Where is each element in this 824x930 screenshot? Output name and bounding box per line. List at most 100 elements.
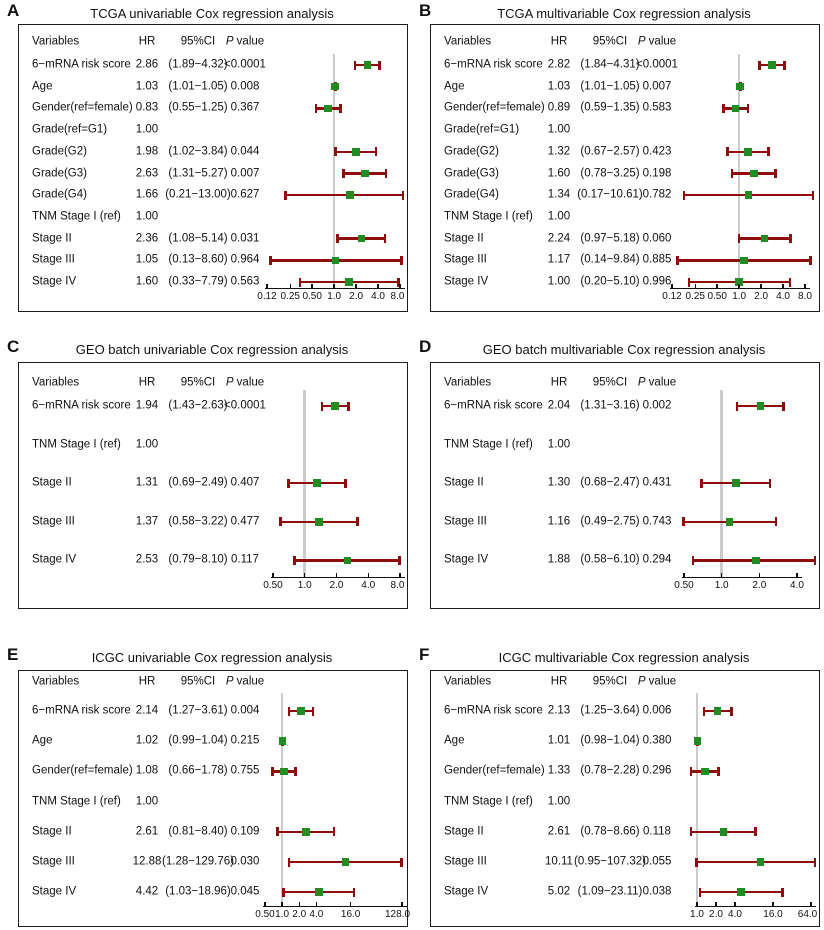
axis-tick [266, 283, 268, 288]
axis-tick-label: 2.0 [349, 291, 364, 302]
hr-value: 1.01 [547, 734, 571, 747]
panel-title: GEO batch univariable Cox regression ana… [75, 342, 349, 357]
axis-tick-label: 0.50 [707, 291, 727, 302]
hr-value: 10.11 [545, 855, 573, 868]
p-value: 0.030 [230, 855, 260, 868]
axis-tick [298, 901, 300, 906]
p-value: 0.055 [642, 855, 672, 868]
ci-cap-left [698, 887, 702, 897]
ci-cap-right [400, 857, 403, 867]
axis-tick [782, 283, 784, 288]
p-value: 0.885 [642, 253, 672, 266]
variable-label: Age [32, 80, 53, 93]
panel-box: Variables HR 95%CI P value 6−mRNA risk score… [430, 362, 820, 609]
axis-tick-label: 0.25 [685, 291, 705, 302]
axis-tick-label: 1.0 [714, 580, 729, 591]
hr-value: 1.17 [547, 253, 571, 266]
axis-tick-label: 2.0 [754, 291, 769, 302]
x-axis-line [695, 906, 816, 908]
panel-label: A [7, 1, 20, 20]
ci-cap-right [400, 255, 403, 265]
p-value: 0.296 [642, 765, 672, 778]
hr-value: 0.83 [135, 102, 159, 115]
hr-value: 2.53 [135, 554, 159, 567]
hr-value: 2.82 [547, 58, 571, 71]
axis-tick-label: 4.0 [790, 580, 804, 591]
axis-tick-label: 4.0 [371, 291, 385, 302]
ci-cap-left [695, 857, 698, 867]
ci-value: (1.43−2.63) [168, 399, 228, 412]
ci-cap-left [691, 555, 695, 565]
hr-point-marker [331, 402, 339, 410]
x-axis-line [271, 577, 405, 579]
p-value: 0.423 [642, 145, 672, 158]
hr-value: 12.88 [132, 855, 162, 868]
axis-tick-label: 0.50 [674, 580, 694, 591]
hr-point-marker [760, 234, 769, 243]
column-header-ci: 95%CI [180, 675, 216, 688]
hr-point-marker [345, 278, 353, 286]
variable-label: Grade(ref=G1) [32, 123, 108, 136]
reference-line [280, 693, 284, 906]
column-header-hr: HR [138, 675, 156, 688]
column-header-variables: Variables [444, 675, 492, 688]
p-value: 0.060 [642, 232, 672, 245]
hr-value: 1.66 [135, 188, 159, 201]
ci-cap-left [342, 169, 345, 178]
ci-cap-left [725, 147, 729, 157]
ci-cap-left [287, 706, 291, 716]
axis-tick [804, 283, 806, 288]
ci-cap-right [378, 60, 381, 70]
hr-point-marker [768, 61, 776, 69]
axis-tick-label: 2.0 [709, 909, 723, 920]
variable-label: Stage IV [32, 554, 77, 567]
variable-label: Stage III [444, 515, 487, 528]
ci-value: (1.27−3.61) [168, 704, 228, 717]
variable-label: Stage IV [32, 885, 77, 898]
column-header-variables: Variables [32, 675, 80, 688]
ci-value: (0.21−13.00) [165, 188, 231, 201]
p-value: 0.044 [230, 145, 260, 158]
hr-value: 2.36 [135, 232, 159, 245]
ci-value: (0.20−5.10) [580, 275, 640, 288]
axis-tick-label: 8.0 [390, 291, 405, 302]
variable-label: Stage III [444, 253, 487, 266]
panel-box: Variables HR 95%CI P value 6−mRNA risk score… [18, 362, 408, 609]
p-value: 0.004 [230, 704, 260, 717]
ci-value: (0.13−8.60) [168, 253, 228, 266]
panel-c: C GEO batch univariable Cox regression an… [0, 330, 412, 615]
axis-tick [377, 283, 379, 288]
ci-cap-left [336, 234, 339, 244]
ci-value: (1.09−23.11) [577, 885, 643, 898]
ci-value: (0.17−10.61) [577, 188, 643, 201]
ci-cap-left [737, 234, 741, 244]
variable-label: Stage IV [32, 275, 77, 288]
column-header-pvalue: P value [225, 35, 265, 48]
p-value: <0.0001 [224, 58, 266, 71]
p-value: 0.198 [642, 167, 672, 180]
variable-label: Grade(G3) [444, 167, 499, 180]
column-header-variables: Variables [444, 35, 492, 48]
axis-tick [311, 283, 313, 288]
ci-cap-left [757, 60, 761, 70]
hr-point-marker [324, 104, 332, 113]
axis-tick-label: 8.0 [798, 291, 812, 302]
ci-value: (0.81−8.40) [168, 825, 228, 838]
axis-tick [738, 283, 740, 288]
hr-value: 1.94 [135, 399, 159, 412]
hr-value: 0.89 [547, 102, 571, 115]
hr-value: 1.60 [135, 275, 159, 288]
panel-title: GEO batch multivariable Cox regression a… [482, 342, 766, 357]
ci-cap-left [676, 255, 679, 265]
ci-cap-left [279, 517, 282, 527]
hr-point-marker [713, 707, 722, 715]
variable-label: 6−mRNA risk score [32, 399, 131, 412]
hr-value: 1.00 [135, 123, 159, 136]
axis-tick [758, 572, 761, 577]
p-value: 0.031 [230, 232, 260, 245]
p-value: 0.996 [642, 275, 672, 288]
ci-value: (0.98−1.04) [580, 734, 640, 747]
axis-tick-label: 2.0 [292, 909, 307, 920]
ci-value: (0.78−8.66) [580, 825, 640, 838]
